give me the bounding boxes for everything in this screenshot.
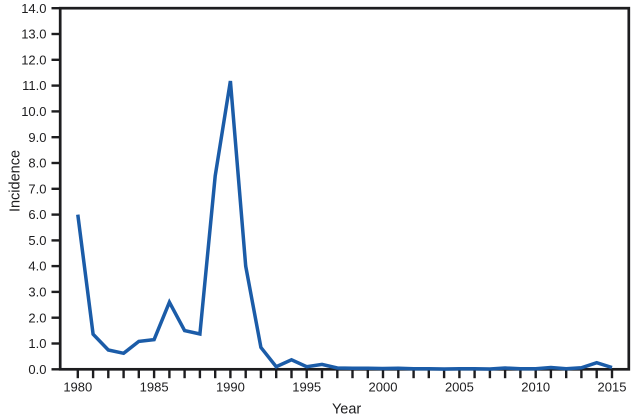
svg-text:2000: 2000 xyxy=(369,380,398,395)
svg-text:1995: 1995 xyxy=(292,380,321,395)
svg-text:10.0: 10.0 xyxy=(21,104,46,119)
svg-text:1.0: 1.0 xyxy=(28,336,46,351)
svg-text:2015: 2015 xyxy=(598,380,627,395)
svg-text:13.0: 13.0 xyxy=(21,27,46,42)
svg-text:Incidence: Incidence xyxy=(8,150,24,212)
svg-text:8.0: 8.0 xyxy=(28,156,46,171)
svg-text:2.0: 2.0 xyxy=(28,310,46,325)
svg-text:9.0: 9.0 xyxy=(28,130,46,145)
svg-text:2010: 2010 xyxy=(521,380,550,395)
svg-text:1980: 1980 xyxy=(63,380,92,395)
svg-text:1990: 1990 xyxy=(216,380,245,395)
svg-text:4.0: 4.0 xyxy=(28,259,46,274)
svg-text:1985: 1985 xyxy=(140,380,169,395)
svg-text:14.0: 14.0 xyxy=(21,1,46,16)
svg-text:Year: Year xyxy=(332,402,361,418)
svg-text:12.0: 12.0 xyxy=(21,52,46,67)
svg-text:0.0: 0.0 xyxy=(28,362,46,377)
svg-text:3.0: 3.0 xyxy=(28,285,46,300)
svg-text:5.0: 5.0 xyxy=(28,233,46,248)
svg-text:7.0: 7.0 xyxy=(28,181,46,196)
svg-text:11.0: 11.0 xyxy=(22,78,46,93)
svg-text:2005: 2005 xyxy=(445,380,474,395)
svg-text:6.0: 6.0 xyxy=(28,207,46,222)
